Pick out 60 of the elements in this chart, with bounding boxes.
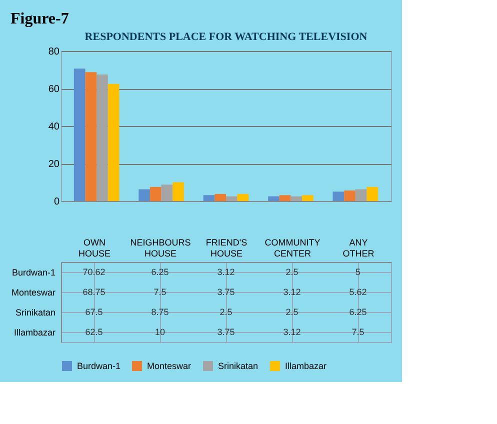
data-label: 2.5 — [286, 307, 298, 317]
data-label: 6.25 — [151, 267, 169, 277]
bar — [268, 196, 280, 201]
legend-label: Burdwan-1 — [77, 361, 121, 371]
bar — [172, 182, 184, 201]
text: Figure-7 — [10, 10, 69, 28]
data-label: 7.5 — [154, 287, 166, 297]
y-tick-label: 40 — [48, 122, 60, 132]
chart-title: RESPONDENTS PLACE FOR WATCHING TELEVISION — [84, 31, 368, 43]
legend-label: Srinikatan — [218, 361, 258, 371]
data-label: 70.62 — [82, 267, 106, 277]
data-label: 68.75 — [82, 287, 106, 297]
bar — [108, 84, 120, 201]
text: Burdwan-1 — [12, 268, 56, 278]
bar — [161, 184, 173, 201]
data-label: 10 — [154, 327, 166, 337]
x-tick-label: FRIEND'S HOUSE — [206, 238, 248, 258]
data-label: 5 — [355, 267, 361, 277]
data-label: 3.12 — [217, 267, 235, 277]
data-label: 2.5 — [220, 307, 232, 317]
bar — [279, 195, 291, 201]
y-tick-label: 0 — [54, 196, 60, 208]
bar — [150, 186, 162, 201]
bar — [85, 72, 97, 201]
x-tick-label: COMMUNITY CENTER — [264, 238, 320, 258]
bar — [290, 196, 302, 201]
bar — [302, 195, 314, 201]
bar — [366, 186, 378, 201]
data-label: 3.12 — [283, 327, 301, 337]
bar — [74, 68, 86, 201]
text: Srinikatan — [15, 308, 56, 318]
y-tick-label: 60 — [48, 84, 60, 95]
y-tick-label: 80 — [48, 46, 60, 58]
data-label: 62.5 — [85, 327, 103, 337]
data-label: 3.12 — [283, 287, 301, 297]
data-label: 3.75 — [217, 327, 235, 337]
bar — [355, 189, 367, 201]
bar — [344, 190, 356, 201]
legend-label: Illambazar — [285, 361, 327, 371]
data-label: 5.62 — [349, 287, 367, 297]
bar — [226, 196, 238, 201]
data-label: 6.25 — [349, 307, 367, 317]
bar — [203, 195, 215, 201]
data-label: 7.5 — [352, 327, 364, 337]
x-tick-label: OWN HOUSE — [78, 238, 111, 258]
y-tick-label: 20 — [48, 159, 60, 170]
x-tick-label: ANY OTHER — [342, 238, 375, 258]
data-label: 67.5 — [85, 307, 103, 317]
bar — [237, 194, 249, 201]
text: Illambazar — [14, 328, 56, 338]
data-label: 8.75 — [151, 307, 169, 317]
bar — [96, 74, 108, 201]
bar — [138, 189, 150, 201]
text: Monteswar — [11, 288, 56, 298]
legend-label: Monteswar — [147, 361, 192, 371]
data-label: 2.5 — [286, 267, 298, 277]
x-tick-label: NEIGHBOURS HOUSE — [130, 238, 191, 258]
bar — [214, 194, 226, 201]
bar — [332, 192, 344, 201]
data-label: 3.75 — [217, 287, 235, 297]
